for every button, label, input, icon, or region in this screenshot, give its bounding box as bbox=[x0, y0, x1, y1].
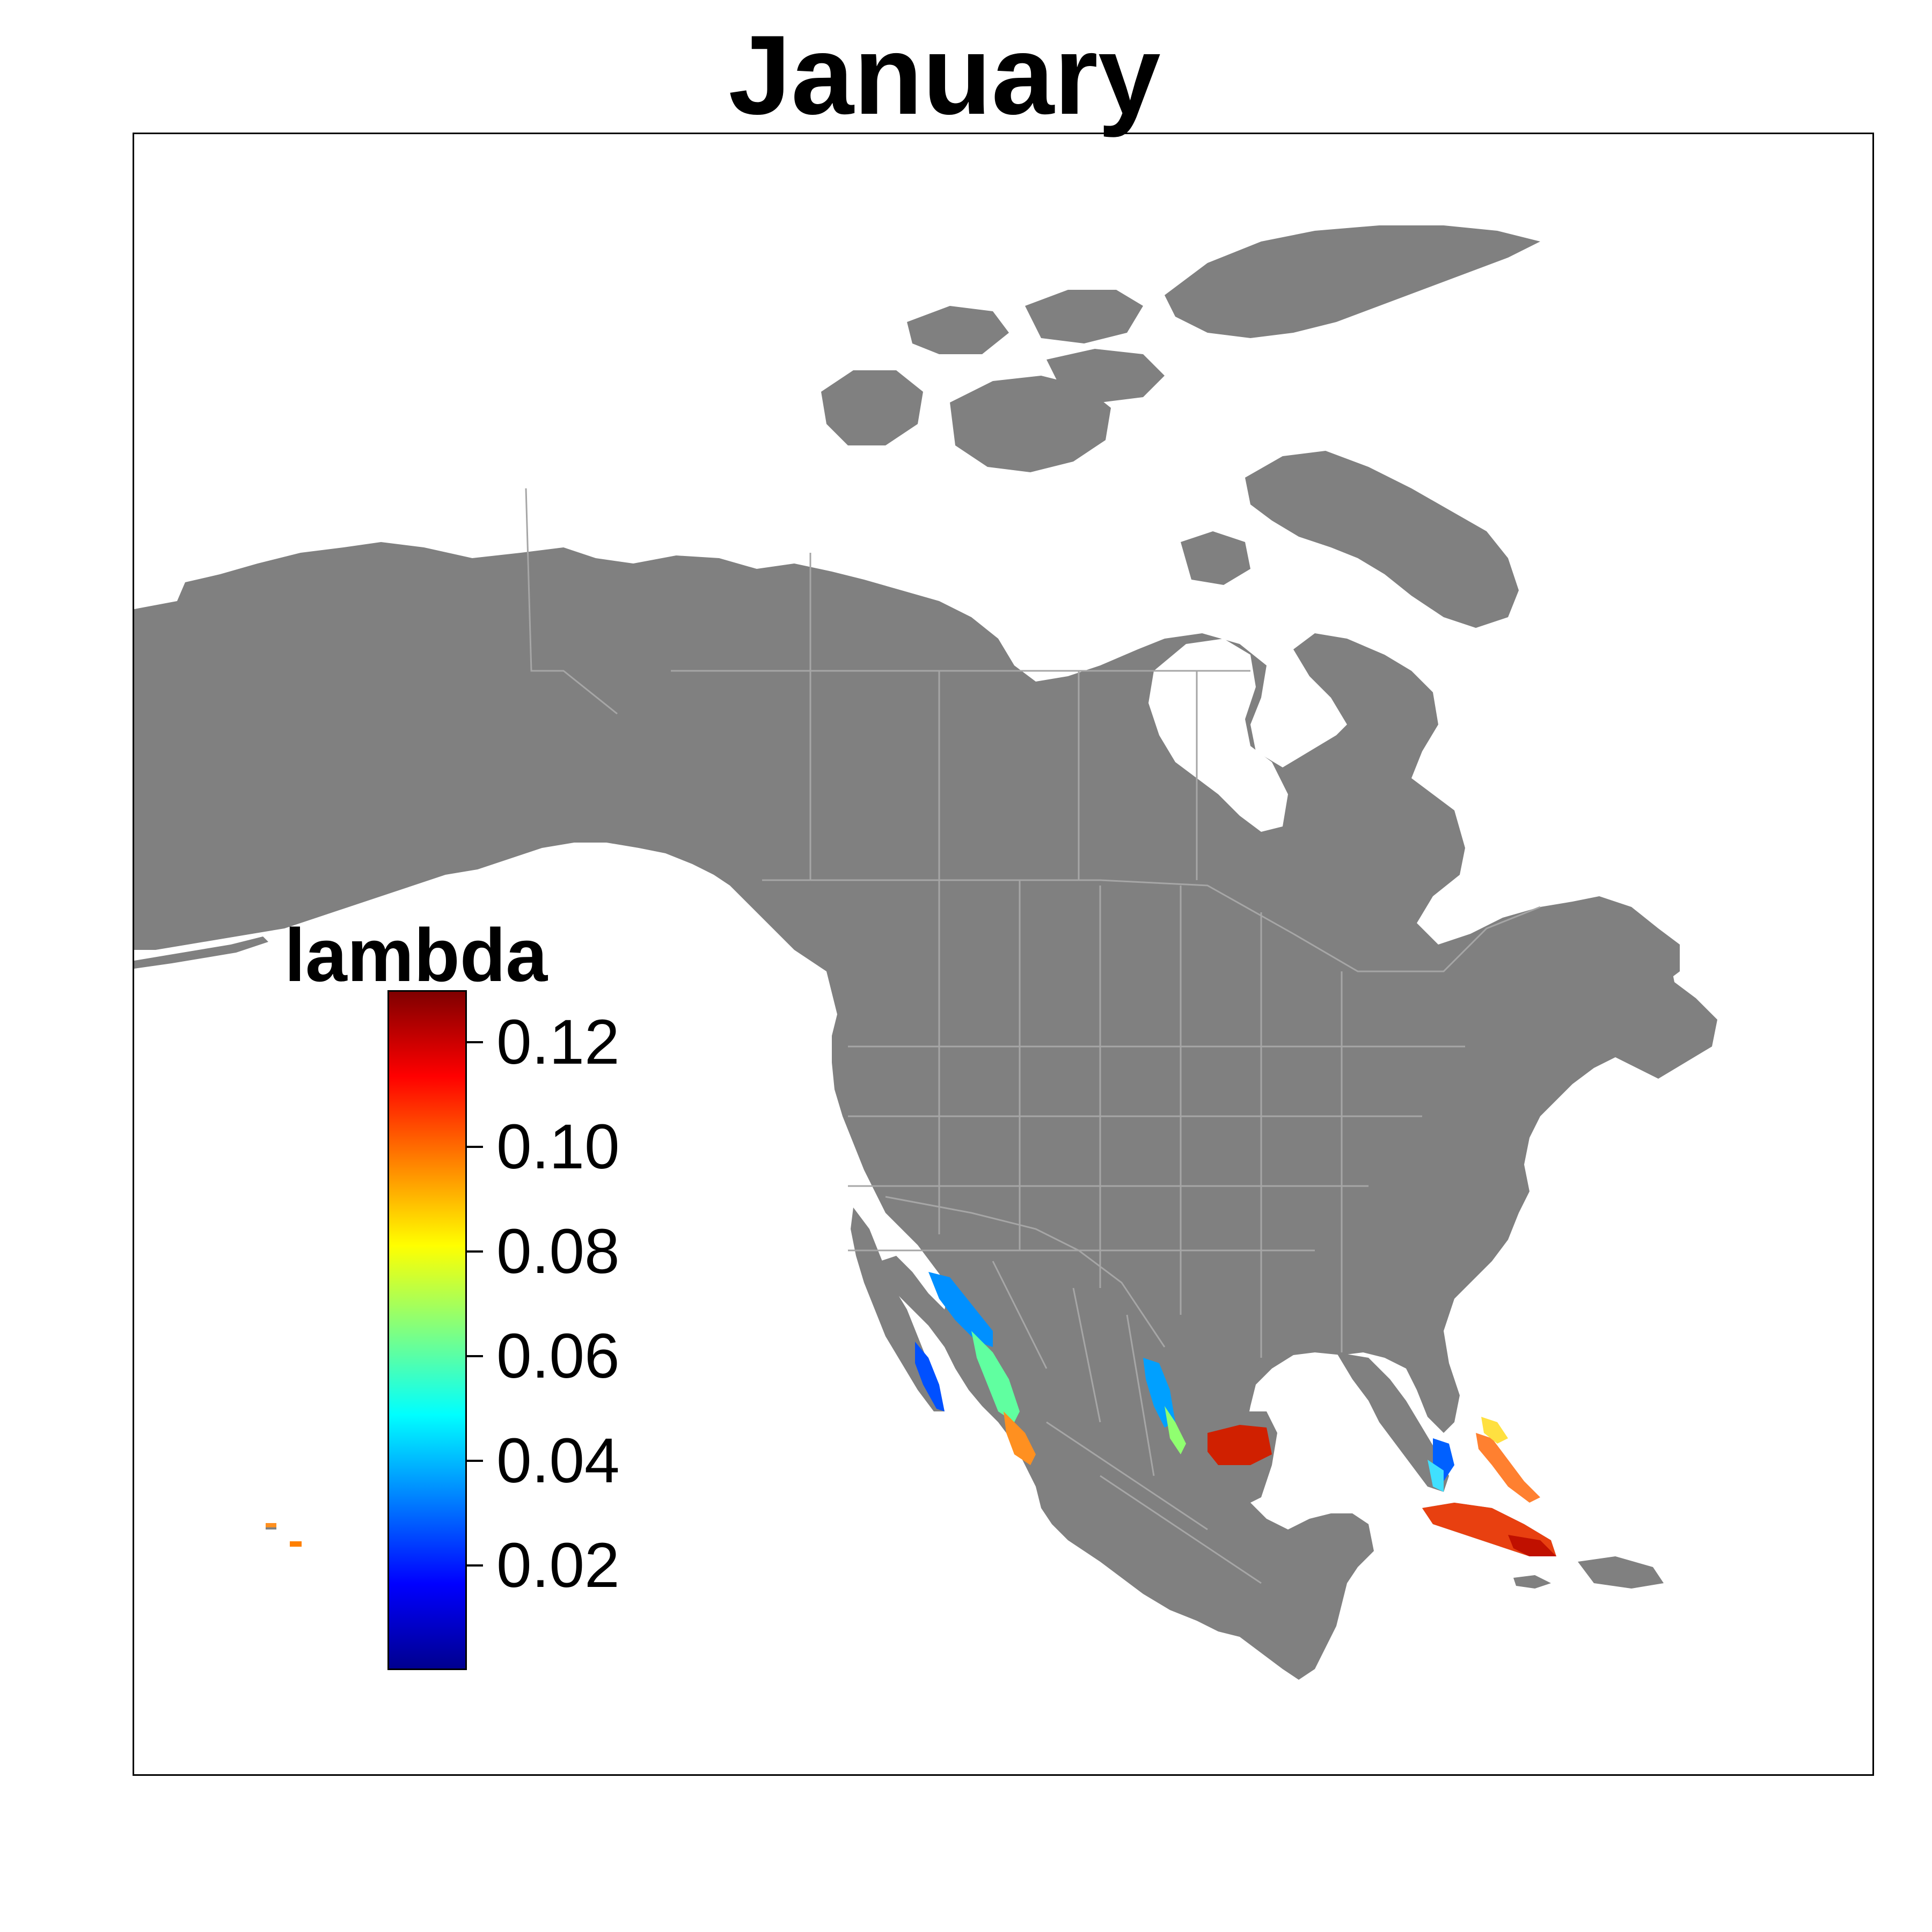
legend-tick-mark bbox=[467, 1355, 483, 1358]
sinaloa-lambda-mid bbox=[971, 1331, 1020, 1422]
legend-tick-label: 0.04 bbox=[496, 1425, 620, 1497]
canada-us-border bbox=[762, 879, 1541, 972]
hawaii-lambda-2 bbox=[290, 1541, 302, 1547]
legend-title: lambda bbox=[284, 913, 548, 997]
hawaii-lambda bbox=[266, 1523, 276, 1527]
mainland-landmass bbox=[134, 542, 1717, 1680]
banks-island bbox=[821, 370, 923, 445]
legend-tick-mark bbox=[467, 1564, 483, 1567]
bahamas-lambda-yellow bbox=[1481, 1417, 1508, 1444]
legend-tick-label: 0.08 bbox=[496, 1216, 620, 1287]
legend-colorbar bbox=[387, 990, 467, 1670]
sonora-lambda-low bbox=[928, 1272, 993, 1347]
legend-tick-mark bbox=[467, 1250, 483, 1253]
legend-tick-label: 0.06 bbox=[496, 1321, 620, 1392]
florida-peninsula bbox=[1336, 1352, 1449, 1492]
us-state-lines bbox=[848, 880, 1465, 1358]
north-america-map bbox=[134, 225, 1717, 1680]
arctic-island-1 bbox=[907, 306, 1009, 354]
yucatan-lambda-high bbox=[1208, 1425, 1272, 1465]
arctic-island-3 bbox=[1046, 349, 1165, 402]
legend-tick-label: 0.10 bbox=[496, 1111, 620, 1183]
baja-lambda-low bbox=[915, 1342, 945, 1411]
victoria-island bbox=[950, 376, 1111, 472]
baffin-island bbox=[1245, 451, 1519, 628]
map-title: January bbox=[728, 12, 1161, 138]
legend-tick-label: 0.12 bbox=[496, 1007, 620, 1078]
southampton-island bbox=[1181, 531, 1250, 585]
hispaniola bbox=[1578, 1556, 1664, 1589]
map-panel bbox=[133, 133, 1874, 1776]
legend-tick-mark bbox=[467, 1460, 483, 1462]
borders-layer bbox=[525, 488, 1541, 1584]
jamaica bbox=[1513, 1575, 1551, 1589]
bahamas-lambda bbox=[1476, 1433, 1540, 1503]
ellesmere-island bbox=[1165, 225, 1540, 338]
nayarit-lambda-high bbox=[1004, 1411, 1036, 1465]
aleutian-islands bbox=[134, 936, 268, 969]
arctic-island-2 bbox=[1025, 290, 1143, 343]
florida-lambda-mid bbox=[1428, 1460, 1444, 1492]
cuba-lambda-east bbox=[1508, 1535, 1556, 1556]
legend-tick-mark bbox=[467, 1041, 483, 1044]
great-lakes bbox=[1309, 1004, 1368, 1025]
legend-tick-label: 0.02 bbox=[496, 1530, 620, 1601]
veracruz-lambda-mid bbox=[1165, 1406, 1186, 1454]
newfoundland bbox=[1631, 928, 1680, 987]
mexico-state-lines bbox=[992, 1261, 1262, 1584]
alaska-canada-border bbox=[525, 488, 618, 715]
lambda-raster bbox=[266, 1272, 1556, 1556]
canada-province-lines bbox=[671, 553, 1250, 880]
hudson-bay bbox=[1148, 639, 1288, 832]
legend-tick-mark bbox=[467, 1146, 483, 1148]
